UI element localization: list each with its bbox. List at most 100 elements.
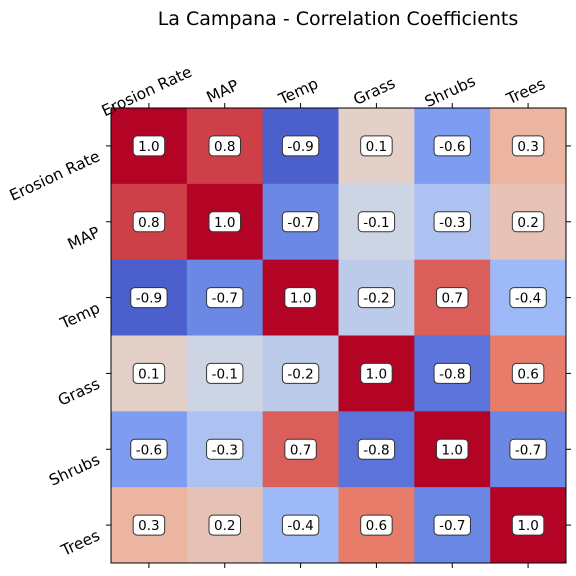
- y-tick-label: Trees: [58, 526, 103, 560]
- y-tick-label: MAP: [65, 223, 103, 253]
- cell-value-box: [360, 514, 393, 536]
- cell-value-text: 1.0: [214, 215, 235, 231]
- heatmap-cells: [111, 108, 567, 564]
- cell-value-label: 1.0: [360, 362, 393, 384]
- cell-value-label: -0.9: [130, 287, 168, 309]
- cell-value-box: [511, 135, 545, 157]
- cell-value-text: -0.6: [439, 139, 465, 155]
- cell-value-box: [132, 135, 166, 157]
- cell-value-box: [132, 362, 166, 384]
- cell-value-box: [436, 438, 469, 460]
- cell-value-label: -0.4: [509, 287, 547, 309]
- cell-value-text: 1.0: [366, 366, 387, 382]
- cell-value-label: 0.1: [132, 362, 166, 384]
- cell-value-label: -0.7: [206, 287, 244, 309]
- cell-value-label: 0.3: [511, 135, 545, 157]
- cell-value-label: -0.7: [509, 438, 547, 460]
- cell-value-label: 0.8: [208, 135, 241, 157]
- cell-value-box: [208, 514, 241, 536]
- cell-value-box: [357, 438, 396, 460]
- cell-value-label: 1.0: [436, 438, 469, 460]
- cell-value-box: [360, 362, 393, 384]
- cell-value-label: -0.3: [433, 211, 471, 233]
- cell-value-label: 0.7: [436, 287, 469, 309]
- cell-value-box: [281, 135, 320, 157]
- cell-value-box: [284, 287, 317, 309]
- cell-value-label: 1.0: [208, 211, 241, 233]
- cell-value-box: [132, 211, 166, 233]
- cell-value-box: [281, 514, 320, 536]
- cell-value-text: -0.8: [439, 366, 465, 382]
- cell-value-label: -0.7: [281, 211, 320, 233]
- cell-value-box: [281, 362, 320, 384]
- cell-value-text: -0.4: [515, 291, 541, 307]
- cell-value-text: -0.8: [363, 442, 389, 458]
- chart-title: La Campana - Correlation Coefficients: [158, 8, 519, 30]
- cell-value-box: [433, 135, 471, 157]
- plot-frame: [110, 107, 567, 564]
- x-tick-label: MAP: [204, 76, 242, 106]
- cell-value-box: [509, 287, 547, 309]
- cell-value-label: -0.3: [206, 438, 244, 460]
- cell-value-text: -0.3: [439, 215, 465, 231]
- cell-value-box: [281, 211, 320, 233]
- cell-value-text: 0.8: [214, 139, 235, 155]
- cell-value-text: 0.1: [366, 139, 387, 155]
- cell-value-text: 0.2: [214, 518, 235, 534]
- cell-value-text: 0.6: [517, 366, 538, 382]
- cell-value-text: 0.7: [290, 442, 311, 458]
- cell-value-label: -0.8: [357, 438, 396, 460]
- cell-value-label: 1.0: [132, 135, 166, 157]
- cell-value-box: [509, 438, 547, 460]
- cell-value-label: -0.2: [357, 287, 396, 309]
- cell-value-box: [511, 211, 545, 233]
- cell-value-text: 0.1: [138, 366, 159, 382]
- cell-value-box: [511, 362, 545, 384]
- cell-value-text: 1.0: [290, 291, 311, 307]
- cell-value-text: 0.7: [442, 291, 463, 307]
- y-tick-label: Grass: [55, 375, 103, 410]
- cell-value-label: -0.2: [281, 362, 320, 384]
- cell-value-box: [206, 362, 244, 384]
- cell-value-text: -0.7: [212, 291, 238, 307]
- x-tick-label: Grass: [351, 74, 399, 109]
- cell-value-text: 0.6: [366, 518, 387, 534]
- cell-value-box: [433, 362, 471, 384]
- cell-value-label: 1.0: [284, 287, 317, 309]
- cell-value-label: -0.4: [281, 514, 320, 536]
- cell-value-label: -0.1: [206, 362, 244, 384]
- cell-value-text: 1.0: [138, 139, 159, 155]
- cell-value-label: 1.0: [511, 514, 545, 536]
- cell-value-text: -0.1: [212, 366, 238, 382]
- cell-value-label: 0.2: [208, 514, 241, 536]
- cell-value-text: 0.3: [138, 518, 159, 534]
- cell-value-text: -0.3: [212, 442, 238, 458]
- cell-value-box: [511, 514, 545, 536]
- cell-value-box: [208, 135, 241, 157]
- cell-value-text: -0.9: [287, 139, 313, 155]
- cell-value-box: [360, 135, 393, 157]
- cell-value-box: [357, 211, 396, 233]
- cell-value-label: -0.6: [130, 438, 168, 460]
- y-tick-label: Shrubs: [46, 451, 102, 490]
- cell-value-text: -0.7: [287, 215, 313, 231]
- y-tick-label: Erosion Rate: [7, 147, 103, 205]
- cell-value-label: -0.9: [281, 135, 320, 157]
- cell-value-box: [433, 514, 471, 536]
- cell-value-text: -0.2: [363, 291, 389, 307]
- cell-value-text: 1.0: [517, 518, 538, 534]
- heatmap-cell-labels: 1.0 0.8 -0.9 0.1 -0.6 0.3 0.8 1.0 -0.7 -0.1 -0.3 0.…: [130, 135, 547, 536]
- cell-value-text: -0.6: [136, 442, 162, 458]
- cell-value-text: -0.7: [515, 442, 541, 458]
- cell-value-box: [357, 287, 396, 309]
- cell-value-box: [284, 438, 317, 460]
- cell-value-box: [130, 438, 168, 460]
- cell-value-text: -0.1: [363, 215, 389, 231]
- cell-value-label: 0.7: [284, 438, 317, 460]
- cell-value-box: [206, 287, 244, 309]
- cell-value-label: 0.8: [132, 211, 166, 233]
- cell-value-label: 0.3: [132, 514, 166, 536]
- cell-value-box: [433, 211, 471, 233]
- cell-value-text: -0.9: [136, 291, 162, 307]
